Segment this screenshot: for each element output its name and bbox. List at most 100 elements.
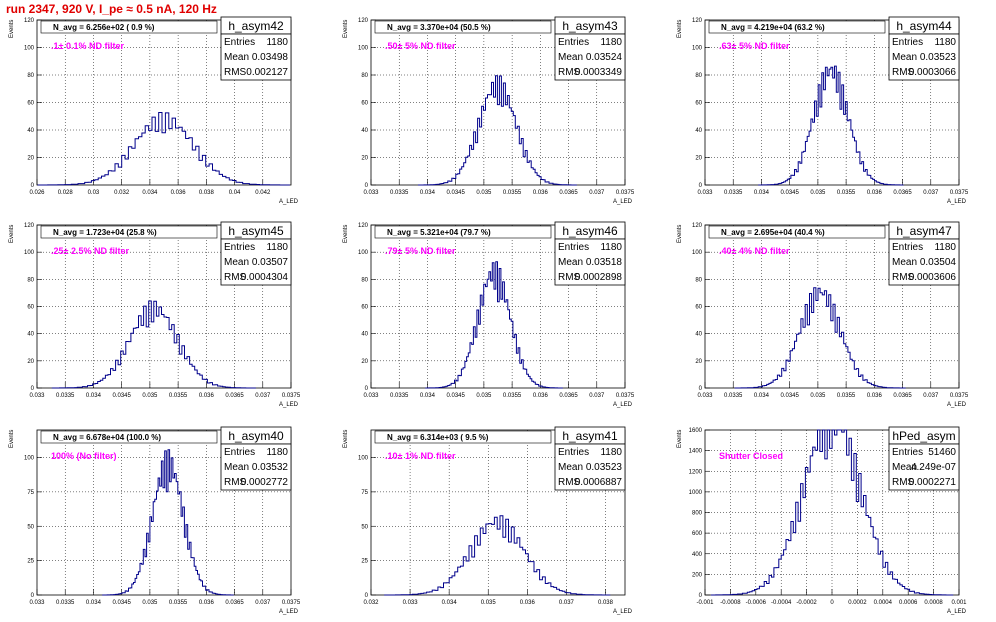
stats-title: h_asym40 [228, 429, 284, 443]
y-axis-label: Events [677, 225, 683, 243]
y-tick-label: 0 [699, 386, 703, 392]
y-tick-label: 400 [692, 552, 703, 558]
navg-annotation: N_avg = 6.256e+02 ( 0.9 %) [53, 23, 155, 32]
stats-value: 1180 [934, 37, 956, 48]
y-tick-label: 80 [361, 73, 368, 79]
x-tick-label: 0.028 [58, 190, 74, 196]
navg-annotation: N_avg = 3.370e+04 (50.5 %) [387, 23, 491, 32]
stats-value: 0.03507 [252, 257, 289, 268]
stats-value: 0.0004304 [241, 272, 289, 283]
x-tick-label: 0.036 [199, 393, 215, 399]
x-tick-label: 0.038 [199, 190, 215, 196]
filter-label: .63± 5% ND filter [719, 41, 790, 51]
y-tick-label: 40 [27, 128, 34, 134]
stats-value: 0.0003606 [909, 272, 957, 283]
histogram-line [102, 449, 234, 596]
y-axis-label: Events [343, 225, 349, 243]
stats-value: 1180 [266, 37, 288, 48]
y-tick-label: 50 [27, 524, 34, 530]
y-tick-label: 0 [699, 183, 703, 189]
annotation-box [40, 225, 218, 239]
x-tick-label: 0.0375 [616, 393, 635, 399]
x-tick-label: 0.037 [255, 393, 271, 399]
y-axis-label: Events [677, 20, 683, 38]
x-tick-label: 0.042 [255, 190, 271, 196]
x-tick-label: 0.0335 [390, 190, 409, 196]
x-tick-label: 0.0365 [225, 393, 244, 399]
stats-label: RMS [224, 67, 247, 78]
y-tick-label: 0 [31, 386, 35, 392]
x-tick-label: 0.034 [86, 393, 102, 399]
stats-label: Mean [892, 52, 917, 63]
x-tick-label: 0.033 [29, 600, 45, 606]
annotation-box [40, 430, 218, 444]
plot-frame [36, 429, 292, 596]
y-tick-label: 100 [358, 250, 369, 256]
y-tick-label: 80 [27, 277, 34, 283]
y-tick-label: 120 [692, 223, 703, 229]
x-tick-label: 0.033 [403, 600, 419, 606]
x-tick-label: 0.034 [142, 190, 158, 196]
x-tick-label: 0.034 [420, 190, 436, 196]
stats-value: 51460 [928, 447, 956, 458]
stats-value: 0.03523 [586, 462, 623, 473]
y-tick-label: 120 [358, 223, 369, 229]
x-tick-label: 0.0345 [112, 393, 131, 399]
y-tick-label: 1400 [689, 449, 703, 455]
x-tick-label: 0.035 [810, 190, 826, 196]
histogram-line [710, 429, 954, 596]
x-axis-label: A_LED [947, 402, 967, 408]
y-tick-label: 60 [27, 305, 34, 311]
stats-label: Mean [892, 462, 917, 473]
y-tick-label: 20 [695, 156, 702, 162]
x-tick-label: 0.04 [229, 190, 241, 196]
y-tick-label: 40 [695, 332, 702, 338]
x-tick-label: 0.035 [810, 393, 826, 399]
x-tick-label: 0.0355 [837, 393, 856, 399]
y-tick-label: 120 [24, 223, 35, 229]
y-tick-label: 120 [358, 18, 369, 24]
annotation-box [374, 225, 552, 239]
y-tick-label: 120 [692, 18, 703, 24]
y-tick-label: 25 [361, 559, 368, 565]
annotation-box [708, 225, 886, 239]
stats-box [220, 443, 292, 491]
x-tick-label: 0.034 [86, 600, 102, 606]
y-axis-label: Events [677, 430, 683, 448]
stats-title: hPed_asym [892, 429, 955, 443]
x-tick-label: -0.0006 [746, 600, 767, 606]
y-tick-label: 60 [695, 305, 702, 311]
page-title: run 2347, 920 V, I_pe ≈ 0.5 nA, 120 Hz [6, 2, 217, 16]
x-axis-label: A_LED [947, 199, 967, 205]
x-tick-label: 0.0355 [169, 393, 188, 399]
stats-title: h_asym45 [228, 224, 284, 238]
stats-box [220, 33, 292, 81]
y-tick-label: 0 [699, 593, 703, 599]
x-tick-label: 0 [830, 600, 834, 606]
navg-annotation: N_avg = 6.314e+03 ( 9.5 %) [387, 433, 489, 442]
stats-label: Mean [558, 257, 583, 268]
annotation-box [374, 20, 552, 34]
navg-annotation: N_avg = 5.321e+04 (79.7 %) [387, 228, 491, 237]
stats-label: RMS [558, 67, 581, 78]
histogram-line [51, 300, 256, 389]
y-tick-label: 0 [31, 183, 35, 189]
x-tick-label: 0.034 [754, 393, 770, 399]
y-tick-label: 100 [692, 250, 703, 256]
stats-label: Mean [558, 462, 583, 473]
x-tick-label: 0.034 [754, 190, 770, 196]
x-axis-label: A_LED [947, 609, 967, 615]
x-tick-label: 0.034 [442, 600, 458, 606]
y-tick-label: 20 [361, 359, 368, 365]
stats-title: h_asym44 [896, 19, 952, 33]
x-tick-label: 0.0355 [169, 600, 188, 606]
x-tick-label: 0.037 [923, 190, 939, 196]
x-tick-label: 0.0375 [282, 600, 301, 606]
stats-value: 0.03504 [920, 257, 957, 268]
y-tick-label: 60 [27, 101, 34, 107]
x-axis-label: A_LED [613, 609, 633, 615]
y-tick-label: 0 [365, 386, 369, 392]
navg-annotation: N_avg = 6.678e+04 (100.0 %) [53, 433, 161, 442]
filter-label: 100% (No filter) [51, 451, 117, 461]
